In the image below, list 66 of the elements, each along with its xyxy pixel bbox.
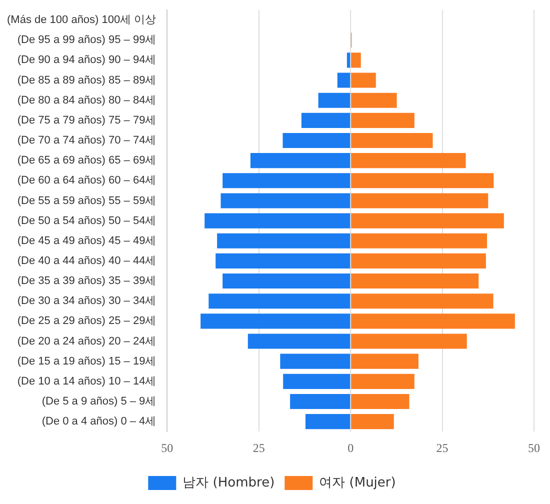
bar	[351, 253, 486, 268]
bar	[351, 294, 494, 309]
x-tick-label: 25	[436, 440, 448, 455]
bar	[351, 173, 494, 188]
y-tick-label: (De 75 a 79 años) 75 – 79세	[17, 114, 156, 126]
bar	[301, 112, 350, 128]
bar	[351, 153, 466, 168]
bar	[337, 72, 350, 88]
x-tick-label: 50	[528, 440, 540, 455]
y-tick-label: (De 45 a 49 años) 45 – 49세	[17, 234, 156, 247]
y-tick-label: (De 30 a 34 años) 30 – 34세	[17, 295, 156, 308]
y-tick-label: (De 80 a 84 años) 80 – 84세	[17, 94, 156, 106]
y-tick-label: (De 15 a 19 años) 15 – 19세	[17, 355, 156, 368]
y-tick-label: (De 60 a 64 años) 60 – 64세	[17, 174, 156, 187]
y-tick-label: (De 90 a 94 años) 90 – 94세	[17, 54, 156, 66]
legend-label: 여자 (Mujer)	[319, 475, 396, 490]
bar	[217, 233, 350, 248]
y-tick-label: (De 40 a 44 años) 40 – 44세	[17, 254, 156, 267]
bar	[248, 334, 350, 349]
x-tick-label: 25	[252, 440, 265, 455]
bar	[222, 173, 350, 188]
bar	[204, 213, 350, 228]
bar	[220, 193, 350, 208]
y-tick-label: (De 25 a 29 años) 25 – 29세	[17, 315, 156, 328]
y-tick-label: (De 20 a 24 años) 20 – 24세	[17, 335, 156, 348]
x-tick-label: 50	[161, 440, 174, 455]
legend-label: 남자 (Hombre)	[182, 475, 275, 490]
bar	[290, 394, 350, 410]
y-tick-label: (De 50 a 54 años) 50 – 54세	[17, 214, 156, 227]
bar	[351, 314, 515, 329]
y-tick-label: (De 10 a 14 años) 10 – 14세	[17, 375, 156, 388]
bar	[283, 374, 350, 389]
bar	[351, 132, 433, 148]
bar	[222, 274, 350, 289]
bar	[351, 414, 394, 430]
bar	[351, 52, 361, 68]
bar	[351, 354, 418, 369]
bar	[351, 193, 488, 208]
x-tick-label: 0	[348, 440, 354, 455]
bar	[351, 374, 414, 389]
y-tick-label: (De 35 a 39 años) 35 – 39세	[17, 275, 156, 288]
bar	[280, 354, 350, 369]
bar	[318, 92, 350, 108]
bar	[208, 294, 350, 309]
y-tick-label: (De 55 a 59 años) 55 – 59세	[17, 194, 156, 207]
y-tick-label: (De 5 a 9 años) 5 – 9세	[42, 396, 156, 408]
bar	[351, 274, 479, 289]
bar	[351, 233, 488, 248]
bar	[351, 394, 410, 410]
bar	[351, 334, 467, 349]
y-tick-label: (De 0 a 4 años) 0 – 4세	[42, 416, 156, 428]
bar	[346, 52, 350, 68]
y-tick-label: (Más de 100 años) 100세 이상	[6, 14, 156, 26]
bar	[282, 132, 350, 148]
bar	[351, 92, 397, 108]
y-tick-label: (De 95 a 99 años) 95 – 99세	[17, 34, 156, 46]
y-tick-label: (De 70 a 74 años) 70 – 74세	[17, 134, 156, 147]
bar	[351, 72, 376, 88]
bar	[351, 213, 504, 228]
bar	[351, 112, 414, 128]
bar	[250, 153, 350, 168]
bar	[216, 253, 350, 268]
y-tick-label: (De 65 a 69 años) 65 – 69세	[17, 154, 156, 167]
bar	[200, 314, 350, 329]
y-tick-label: (De 85 a 89 años) 85 – 89세	[17, 74, 156, 86]
bar	[305, 414, 350, 430]
